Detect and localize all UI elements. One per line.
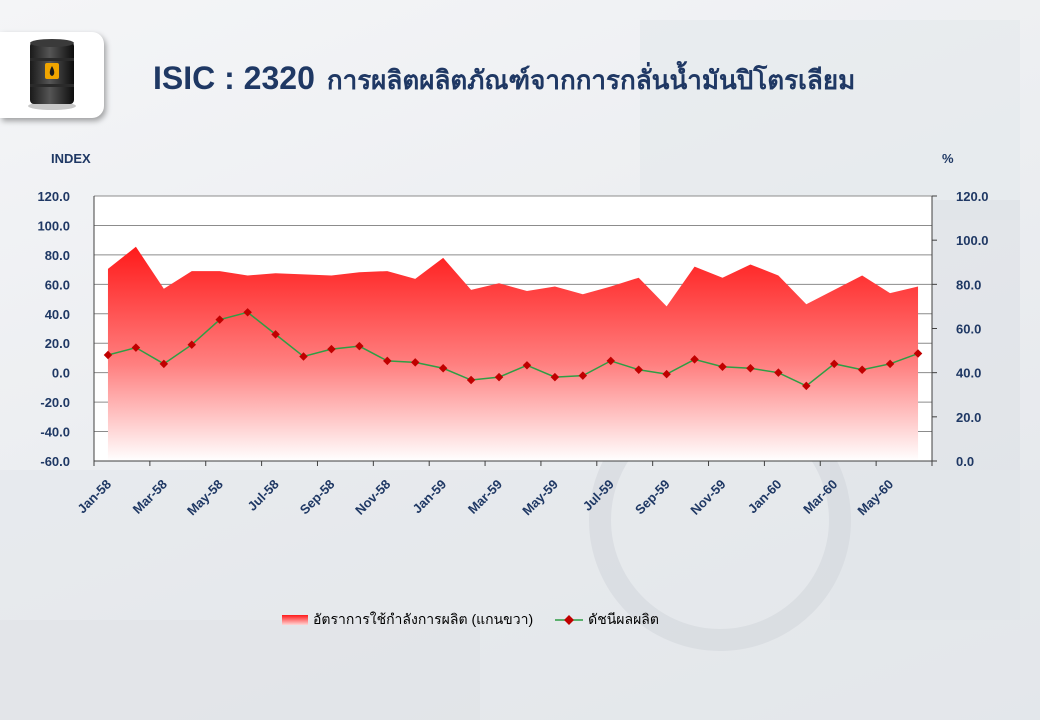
left-tick-label: 40.0 [45,307,70,322]
left-axis-label: INDEX [51,151,91,166]
index-point-Feb-60 [802,381,811,391]
index-point-Jun-60 [913,349,923,358]
x-tick-label: Nov-58 [352,477,393,518]
x-tick-label: Nov-59 [687,477,728,518]
capacity-utilization-area [107,246,919,461]
left-tick-label: 80.0 [45,248,70,263]
industry-name: การผลิตผลิตภัณฑ์จากการกลั่นน้ำมันปิโตรเล… [326,65,856,95]
oil-barrel-icon [28,39,76,110]
right-tick-label: 120.0 [956,189,989,204]
x-tick-label: Mar-60 [800,477,840,517]
x-tick-label: Mar-59 [465,477,505,517]
index-point-Sep-58 [327,344,336,354]
index-point-Aug-58 [299,352,308,361]
legend-swatch-area [282,615,308,625]
legend-item-index: ดัชนีผลผลิต [555,609,659,631]
index-point-Oct-59 [690,355,699,364]
left-tick-label: 100.0 [37,218,70,233]
index-point-Feb-58 [131,343,141,352]
logo-box [0,32,104,118]
right-tick-label: 20.0 [956,410,981,425]
x-tick-label: Sep-58 [297,477,338,518]
right-tick-label: 40.0 [956,366,981,381]
index-point-Jul-58 [271,330,280,339]
index-point-Dec-59 [746,364,755,373]
index-point-May-58 [215,315,224,324]
left-tick-label: 0.0 [52,366,70,381]
left-tick-label: -40.0 [40,425,70,440]
left-tick-label: 60.0 [45,277,70,292]
index-point-Apr-60 [857,365,867,374]
index-point-Mar-60 [829,359,839,369]
x-tick-label: May-58 [184,477,226,519]
x-tick-label: Jan-59 [410,477,450,517]
index-point-Jan-60 [774,368,783,377]
index-point-May-60 [885,359,895,369]
legend-swatch-line [555,615,584,625]
index-point-Mar-59 [494,372,504,382]
right-tick-label: 100.0 [956,233,989,248]
index-point-Jan-59 [438,364,448,373]
index-point-Jun-58 [243,308,252,317]
isic-code: ISIC : 2320 [153,60,315,96]
index-point-Sep-59 [662,369,671,379]
legend-item-capacity: อัตราการใช้กำลังการผลิต (แกนขวา) [282,609,533,631]
right-axis-label: % [942,151,954,166]
index-point-Jan-58 [103,350,113,360]
right-tick-label: 80.0 [956,277,981,292]
left-tick-label: 20.0 [45,336,70,351]
index-point-Aug-59 [634,365,643,374]
x-tick-label: Jul-58 [245,477,282,514]
index-point-May-59 [550,372,560,382]
index-point-Dec-58 [410,358,420,367]
left-tick-label: 120.0 [37,189,70,204]
x-tick-label: Jul-59 [580,477,617,514]
legend-label-capacity: อัตราการใช้กำลังการผลิต (แกนขวา) [313,611,534,627]
index-point-Feb-59 [466,375,476,385]
index-point-Nov-58 [383,356,392,366]
page-title: ISIC : 2320 การผลิตผลิตภัณฑ์จากการกลั่นน้… [153,60,855,101]
x-tick-label: Jan-60 [745,477,785,517]
index-point-Jun-59 [578,371,588,380]
right-tick-label: 0.0 [956,454,974,469]
x-tick-label: Mar-58 [130,477,170,517]
x-tick-label: Jan-58 [74,477,114,517]
x-tick-label: May-60 [854,477,896,519]
index-point-Mar-58 [159,359,169,369]
legend-label-index: ดัชนีผลผลิต [588,611,659,627]
legend: อัตราการใช้กำลังการผลิต (แกนขวา) ดัชนีผล… [282,610,681,630]
left-tick-label: -60.0 [40,454,70,469]
index-point-Apr-59 [522,361,532,370]
index-point-Jul-59 [606,356,616,366]
right-tick-label: 60.0 [956,322,981,337]
index-point-Oct-58 [355,341,364,351]
left-tick-label: -20.0 [40,395,70,410]
x-tick-label: May-59 [519,477,561,519]
index-point-Apr-58 [187,340,197,349]
production-index-line [107,311,919,387]
x-tick-label: Sep-59 [632,477,673,518]
index-point-Nov-59 [718,362,727,372]
